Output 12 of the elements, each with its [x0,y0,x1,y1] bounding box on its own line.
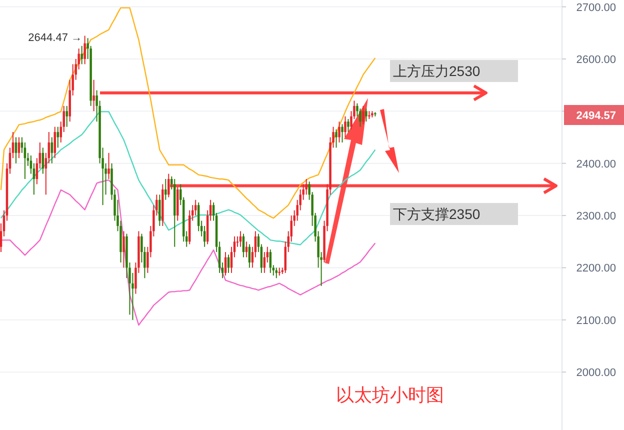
y-tick-label: 2700.00 [576,2,616,14]
title: 以太坊小时图 [336,385,444,405]
annotation: 2494.57 [564,105,624,125]
y-tick-label: 2300.00 [576,210,616,223]
annotation: 2644.47 → [28,32,82,44]
y-tick-label: 2400.00 [576,158,616,170]
y-tick-label: 2100.00 [576,314,616,327]
ref-line-label: 上方压力2530 [393,63,480,79]
y-tick-label: 2600.00 [576,54,616,66]
y-tick-label: 2200.00 [576,262,616,275]
ref-line-label: 下方支撑2350 [393,206,480,222]
y-tick-label: 2000.00 [576,367,616,380]
